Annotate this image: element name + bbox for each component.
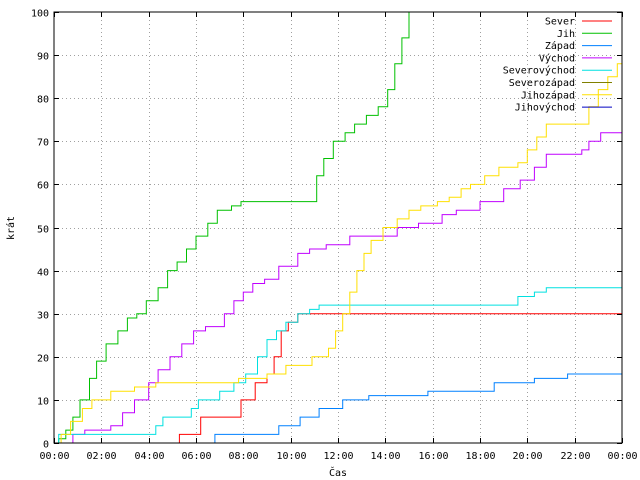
x-tick-label: 08:00 xyxy=(228,451,258,462)
series-line-1 xyxy=(54,313,622,444)
x-tick-label: 16:00 xyxy=(418,451,448,462)
legend-label: Jihovýchod xyxy=(515,102,575,114)
x-tick-label: 00:00 xyxy=(39,451,69,462)
x-axis-ticks: 00:00 02:00 04:00 06:00 08:00 10:00 12:00 14:00… xyxy=(39,12,638,462)
y-tick-label: 10 xyxy=(37,397,49,408)
y-axis-label: krát xyxy=(5,216,17,240)
y-tick-label: 70 xyxy=(37,138,49,149)
x-tick-label: 02:00 xyxy=(86,451,116,462)
x-tick-label: 00:00 xyxy=(607,451,637,462)
series-line-7 xyxy=(54,63,622,444)
x-tick-label: 20:00 xyxy=(512,451,542,462)
y-axis-ticks: 0 10 20 30 40 50 60 70 80 90 100 xyxy=(31,9,622,451)
x-tick-label: 06:00 xyxy=(181,451,211,462)
x-tick-label: 04:00 xyxy=(134,451,164,462)
legend-label: Západ xyxy=(545,40,575,52)
series-line-3 xyxy=(54,373,622,444)
series-line-4 xyxy=(54,132,622,444)
y-tick-label: 100 xyxy=(31,9,49,20)
y-tick-label: 20 xyxy=(37,354,49,365)
y-tick-label: 60 xyxy=(37,181,49,192)
legend-label: Jihozápad xyxy=(521,89,575,101)
legend-label: Severovýchod xyxy=(503,65,575,77)
x-tick-label: 10:00 xyxy=(276,451,306,462)
legend: SeverJihZápadVýchodSeverovýchodSeverozáp… xyxy=(503,17,612,114)
y-tick-label: 80 xyxy=(37,95,49,106)
x-axis-label: Čas xyxy=(329,466,347,479)
series-line-5 xyxy=(54,287,622,444)
x-tick-label: 12:00 xyxy=(323,451,353,462)
x-tick-label: 14:00 xyxy=(370,451,400,462)
y-tick-label: 0 xyxy=(43,440,49,451)
y-tick-label: 40 xyxy=(37,268,49,279)
y-tick-label: 50 xyxy=(37,225,49,236)
x-tick-label: 18:00 xyxy=(465,451,495,462)
legend-label: Severozápad xyxy=(509,77,575,89)
legend-label: Východ xyxy=(539,52,575,64)
x-tick-label: 22:00 xyxy=(560,451,590,462)
legend-label: Jih xyxy=(557,29,575,40)
series-line-2 xyxy=(54,12,410,444)
legend-label: Sever xyxy=(545,17,575,28)
y-tick-label: 90 xyxy=(37,52,49,63)
y-tick-label: 30 xyxy=(37,311,49,322)
